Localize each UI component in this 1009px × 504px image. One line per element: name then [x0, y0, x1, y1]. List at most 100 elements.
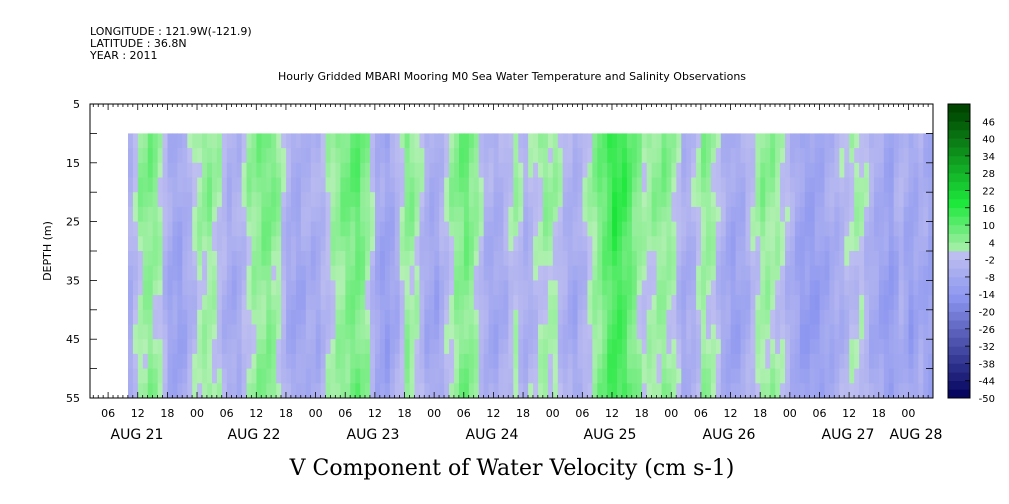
heat-cell — [869, 133, 875, 149]
heat-cell — [725, 280, 732, 296]
heat-cell — [266, 368, 272, 384]
heat-cell — [834, 280, 840, 296]
heat-cell — [157, 324, 163, 340]
heat-cell — [557, 295, 564, 311]
heat-cell — [414, 339, 420, 355]
heat-cell — [750, 148, 756, 164]
heat-cell — [745, 162, 751, 178]
heat-cell — [839, 368, 845, 384]
heat-cell — [305, 177, 312, 193]
heat-cell — [538, 339, 544, 355]
heat-cell — [799, 339, 806, 355]
heat-cell — [340, 206, 346, 222]
heat-cell — [587, 368, 593, 384]
heat-cell — [449, 177, 455, 193]
heat-cell — [315, 148, 322, 164]
heat-cell — [187, 236, 193, 252]
heat-cell — [463, 309, 470, 325]
x-tick-label: 06 — [457, 407, 471, 420]
heat-cell — [429, 368, 435, 384]
heat-cell — [913, 133, 919, 149]
heat-cell — [592, 148, 598, 164]
heat-cell — [360, 295, 366, 311]
heat-cell — [187, 177, 193, 193]
heat-cell — [182, 383, 188, 398]
heat-cell — [597, 192, 603, 208]
heat-cell — [780, 383, 786, 398]
heat-cell — [859, 295, 865, 311]
heat-cell — [923, 251, 929, 267]
heat-cell — [528, 324, 534, 340]
heat-cell — [187, 265, 193, 281]
heat-cell — [197, 221, 203, 237]
heat-cell — [454, 309, 460, 325]
heat-cell — [399, 353, 406, 369]
heat-cell — [701, 251, 707, 267]
heat-cell — [735, 206, 741, 222]
heat-cell — [859, 221, 865, 237]
heat-cell — [335, 353, 341, 369]
heat-cell — [370, 192, 376, 208]
heat-cell — [315, 353, 322, 369]
heat-cell — [701, 148, 707, 164]
heat-cell — [147, 309, 154, 325]
heat-cell — [651, 177, 657, 193]
heat-cell — [434, 148, 440, 164]
heat-cell — [478, 162, 485, 178]
heat-cell — [844, 148, 850, 164]
heat-cell — [182, 162, 188, 178]
heat-cell — [291, 295, 297, 311]
heat-cell — [172, 324, 178, 340]
heat-cell — [473, 383, 480, 398]
heat-cell — [735, 309, 741, 325]
heat-cell — [844, 251, 850, 267]
heat-cell — [211, 133, 218, 149]
heat-cell — [454, 339, 460, 355]
heat-cell — [844, 280, 850, 296]
heat-cell — [503, 353, 509, 369]
heat-cell — [701, 383, 707, 398]
heat-cell — [429, 383, 435, 398]
heat-cell — [473, 206, 480, 222]
heat-cell — [735, 162, 741, 178]
heat-cell — [725, 324, 732, 340]
heat-cell — [330, 383, 336, 398]
heat-cell — [478, 148, 485, 164]
heat-cell — [256, 324, 262, 340]
heat-cell — [794, 265, 801, 281]
heat-cell — [745, 177, 751, 193]
heat-cell — [271, 221, 277, 237]
heat-cell — [508, 192, 514, 208]
heat-cell — [701, 162, 707, 178]
heat-cell — [463, 177, 470, 193]
heat-cell — [424, 221, 430, 237]
heat-cell — [869, 162, 875, 178]
heat-cell — [671, 221, 677, 237]
heat-cell — [834, 177, 840, 193]
heat-cell — [696, 162, 702, 178]
heat-cell — [878, 309, 885, 325]
heat-cell — [592, 133, 598, 149]
heat-cell — [375, 295, 381, 311]
heat-cell — [216, 133, 223, 149]
heat-cell — [750, 133, 756, 149]
heat-cell — [325, 295, 331, 311]
heat-cell — [379, 309, 386, 325]
heat-cell — [493, 383, 499, 398]
heat-cell — [755, 309, 761, 325]
heat-cell — [582, 309, 588, 325]
heat-cell — [622, 236, 628, 252]
heat-cell — [370, 133, 376, 149]
heat-cell — [928, 162, 933, 178]
heat-cell — [785, 148, 791, 164]
heat-cell — [686, 192, 692, 208]
heat-cell — [187, 309, 193, 325]
heat-cell — [384, 368, 391, 384]
heat-cell — [671, 206, 677, 222]
heat-cell — [503, 309, 509, 325]
heat-cell — [696, 339, 702, 355]
heat-cell — [676, 309, 682, 325]
heat-cell — [528, 383, 534, 398]
heat-cell — [819, 148, 825, 164]
heat-cell — [523, 236, 529, 252]
